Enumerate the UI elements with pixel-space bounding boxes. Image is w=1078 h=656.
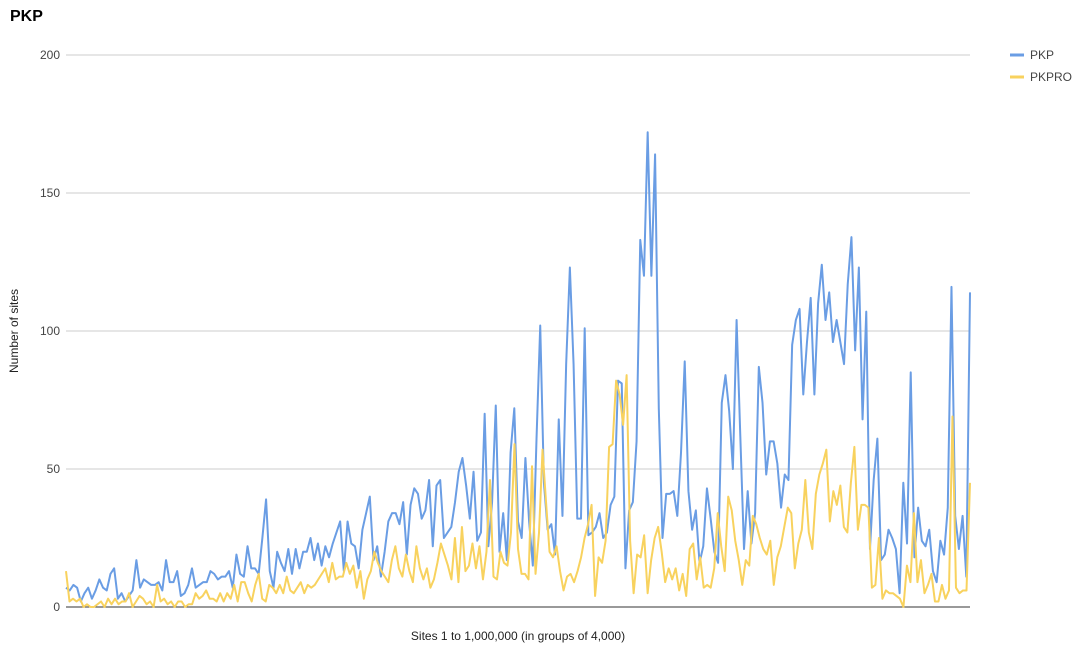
y-tick-label: 200 <box>40 48 60 62</box>
y-axis-label: Number of sites <box>7 289 21 373</box>
y-axis-ticks: 0 50 100 150 200 <box>40 48 60 614</box>
legend: PKP PKPRO <box>1010 48 1072 84</box>
y-tick-label: 100 <box>40 324 60 338</box>
y-tick-label: 50 <box>47 462 61 476</box>
x-axis-label: Sites 1 to 1,000,000 (in groups of 4,000… <box>411 629 625 643</box>
gridlines <box>66 54 970 608</box>
y-tick-label: 150 <box>40 186 60 200</box>
series-layer <box>65 131 971 608</box>
legend-label-pkp: PKP <box>1030 48 1054 62</box>
chart-title: PKP <box>10 8 43 25</box>
series-line-pkpro <box>65 374 971 608</box>
y-tick-label: 0 <box>53 600 60 614</box>
legend-label-pkpro: PKPRO <box>1030 70 1072 84</box>
